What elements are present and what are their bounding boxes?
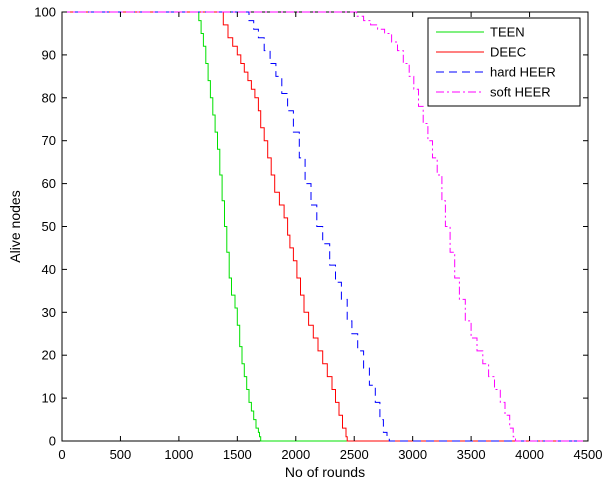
legend: TEEN DEEC hard HEER soft HEER xyxy=(427,17,581,107)
axis-ticks: 0 500 1000 1500 2000 2500 3000 3500 4000 4500 0 10 2… xyxy=(34,5,602,463)
legend-label-3: soft HEER xyxy=(490,85,551,100)
y-tick-label: 50 xyxy=(42,219,56,234)
y-tick-label: 60 xyxy=(42,176,56,191)
series-line-2 xyxy=(62,11,588,442)
y-tick-label: 30 xyxy=(42,305,56,320)
series-line-3 xyxy=(62,11,588,442)
y-tick-label: 70 xyxy=(42,133,56,148)
y-tick-label: 90 xyxy=(42,47,56,62)
series-line-0 xyxy=(62,11,588,442)
x-tick-label: 4000 xyxy=(515,447,544,462)
x-axis-label: No of rounds xyxy=(285,464,365,480)
y-tick-label: 100 xyxy=(34,5,56,20)
x-tick-label: 1000 xyxy=(164,447,193,462)
y-axis-label: Alive nodes xyxy=(7,190,23,262)
x-tick-label: 2000 xyxy=(281,447,310,462)
x-tick-label: 3000 xyxy=(398,447,427,462)
x-tick-label: 1500 xyxy=(223,447,252,462)
x-tick-label: 500 xyxy=(110,447,132,462)
x-tick-label: 2500 xyxy=(340,447,369,462)
legend-box xyxy=(427,17,581,107)
y-tick-label: 80 xyxy=(42,90,56,105)
series-line-1 xyxy=(62,11,588,442)
legend-label-2: hard HEER xyxy=(490,65,556,80)
x-tick-label: 0 xyxy=(58,447,65,462)
y-tick-label: 0 xyxy=(49,434,56,449)
x-tick-label: 4500 xyxy=(574,447,603,462)
y-tick-label: 40 xyxy=(42,262,56,277)
y-tick-label: 20 xyxy=(42,348,56,363)
legend-label-0: TEEN xyxy=(490,25,525,40)
series-layer xyxy=(62,11,588,442)
legend-label-1: DEEC xyxy=(490,45,526,60)
y-tick-label: 10 xyxy=(42,391,56,406)
x-tick-label: 3500 xyxy=(457,447,486,462)
